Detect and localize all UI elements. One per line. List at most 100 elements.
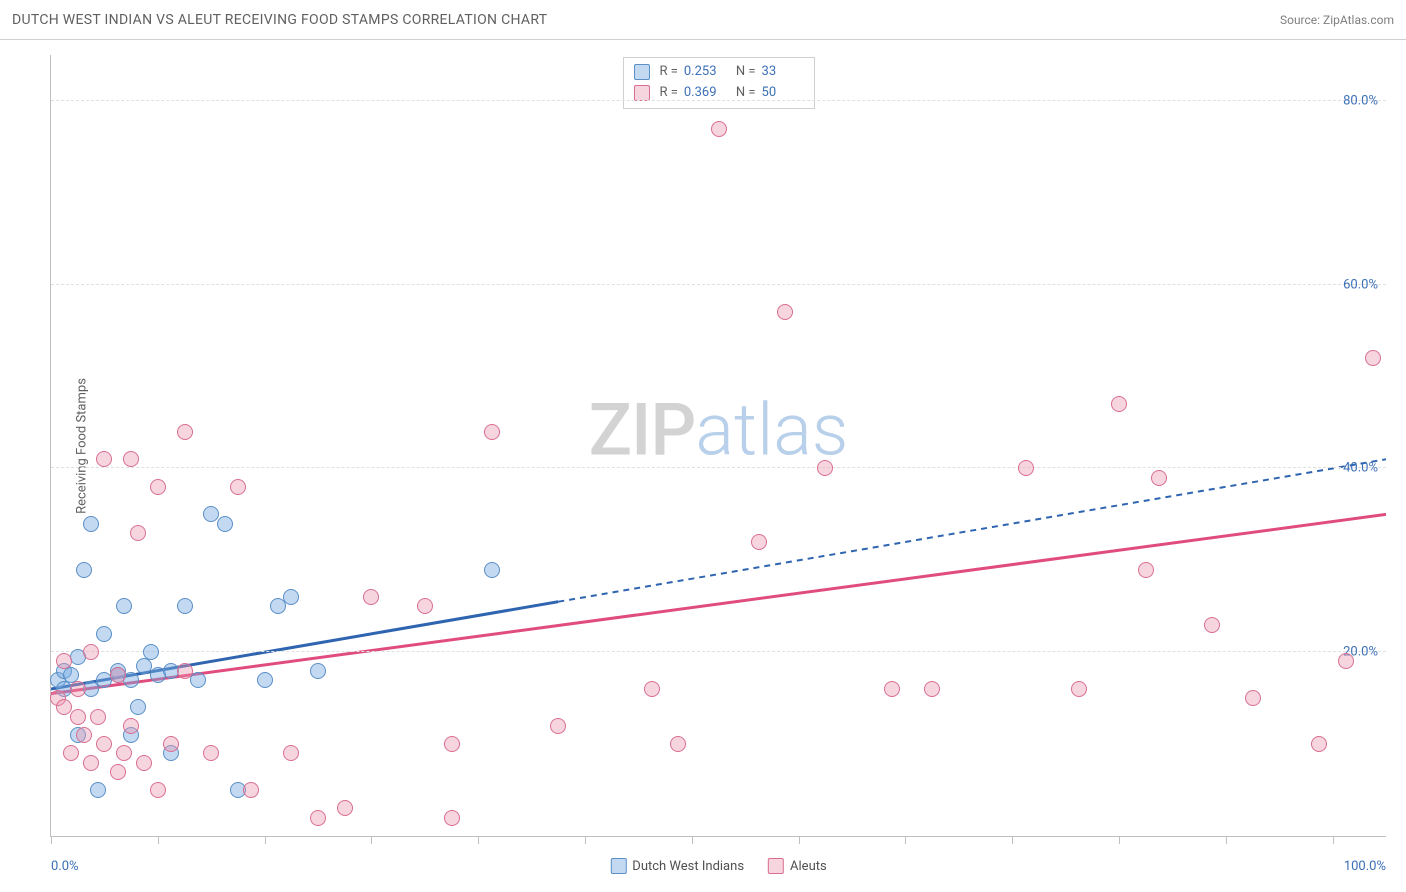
scatter-point <box>76 562 92 578</box>
x-tick <box>692 836 693 844</box>
scatter-point <box>1018 460 1034 476</box>
scatter-point <box>90 782 106 798</box>
scatter-point <box>257 672 273 688</box>
scatter-point <box>90 709 106 725</box>
trend-line-dashed <box>558 459 1386 601</box>
stat-r-value: 0.253 <box>684 62 726 83</box>
scatter-point <box>1245 690 1261 706</box>
y-tick-label: 40.0% <box>1343 461 1378 476</box>
x-tick <box>51 836 52 844</box>
trend-line-solid <box>51 514 1386 693</box>
x-tick <box>585 836 586 844</box>
stats-legend-row: R = 0.253 N = 33 <box>633 62 803 83</box>
scatter-point <box>1204 617 1220 633</box>
scatter-point <box>130 525 146 541</box>
chart-title: DUTCH WEST INDIAN VS ALEUT RECEIVING FOO… <box>12 12 547 28</box>
source-link[interactable]: ZipAtlas.com <box>1323 13 1394 27</box>
y-tick-label: 80.0% <box>1343 93 1378 108</box>
scatter-point <box>777 304 793 320</box>
scatter-point <box>1311 736 1327 752</box>
series-legend: Dutch West IndiansAleuts <box>610 858 826 874</box>
source-attribution: Source: ZipAtlas.com <box>1280 13 1394 27</box>
scatter-point <box>177 663 193 679</box>
scatter-point <box>230 479 246 495</box>
scatter-point <box>644 681 660 697</box>
x-tick <box>158 836 159 844</box>
scatter-point <box>1111 396 1127 412</box>
x-axis-max-label: 100.0% <box>1344 859 1386 874</box>
stat-n-value: 33 <box>762 62 804 83</box>
title-bar: DUTCH WEST INDIAN VS ALEUT RECEIVING FOO… <box>0 0 1406 40</box>
scatter-point <box>150 782 166 798</box>
scatter-point <box>884 681 900 697</box>
x-tick <box>265 836 266 844</box>
scatter-point <box>203 745 219 761</box>
x-tick <box>371 836 372 844</box>
x-tick <box>1226 836 1227 844</box>
scatter-point <box>817 460 833 476</box>
source-label: Source: <box>1280 13 1320 27</box>
scatter-point <box>177 424 193 440</box>
scatter-point <box>83 755 99 771</box>
scatter-point <box>70 709 86 725</box>
scatter-point <box>484 562 500 578</box>
scatter-point <box>924 681 940 697</box>
scatter-point <box>310 810 326 826</box>
scatter-point <box>711 121 727 137</box>
scatter-point <box>96 451 112 467</box>
legend-swatch <box>610 858 626 874</box>
plot-area: ZIPatlas R =0.253N =33R =0.369N =50 Dutc… <box>50 55 1386 837</box>
scatter-point <box>1138 562 1154 578</box>
scatter-point <box>1151 470 1167 486</box>
scatter-point <box>163 736 179 752</box>
scatter-point <box>550 718 566 734</box>
scatter-point <box>670 736 686 752</box>
scatter-point <box>70 681 86 697</box>
correlation-chart: DUTCH WEST INDIAN VS ALEUT RECEIVING FOO… <box>0 0 1406 892</box>
scatter-point <box>217 516 233 532</box>
gridline <box>51 100 1386 101</box>
scatter-point <box>56 653 72 669</box>
x-tick <box>799 836 800 844</box>
series-name: Dutch West Indians <box>632 859 744 874</box>
scatter-point <box>96 626 112 642</box>
y-tick-label: 60.0% <box>1343 277 1378 292</box>
scatter-point <box>116 598 132 614</box>
scatter-point <box>337 800 353 816</box>
x-tick <box>1012 836 1013 844</box>
scatter-point <box>110 667 126 683</box>
scatter-point <box>363 589 379 605</box>
legend-swatch <box>768 858 784 874</box>
watermark: ZIPatlas <box>589 387 849 472</box>
scatter-point <box>310 663 326 679</box>
scatter-point <box>444 810 460 826</box>
series-legend-item: Dutch West Indians <box>610 858 744 874</box>
scatter-point <box>110 764 126 780</box>
legend-swatch <box>633 85 649 101</box>
scatter-point <box>83 644 99 660</box>
scatter-point <box>136 755 152 771</box>
stat-n-label: N = <box>736 62 756 83</box>
x-tick <box>1119 836 1120 844</box>
scatter-point <box>150 479 166 495</box>
scatter-point <box>283 745 299 761</box>
scatter-point <box>1338 653 1354 669</box>
scatter-point <box>143 644 159 660</box>
trend-lines <box>51 55 1386 836</box>
scatter-point <box>123 718 139 734</box>
gridline <box>51 651 1386 652</box>
scatter-point <box>444 736 460 752</box>
x-axis-min-label: 0.0% <box>51 859 79 874</box>
x-tick <box>905 836 906 844</box>
scatter-point <box>484 424 500 440</box>
scatter-point <box>283 589 299 605</box>
scatter-point <box>130 699 146 715</box>
scatter-point <box>190 672 206 688</box>
x-tick <box>478 836 479 844</box>
gridline <box>51 467 1386 468</box>
scatter-point <box>123 451 139 467</box>
stat-r-label: R = <box>659 62 677 83</box>
scatter-point <box>1365 350 1381 366</box>
scatter-point <box>177 598 193 614</box>
scatter-point <box>751 534 767 550</box>
